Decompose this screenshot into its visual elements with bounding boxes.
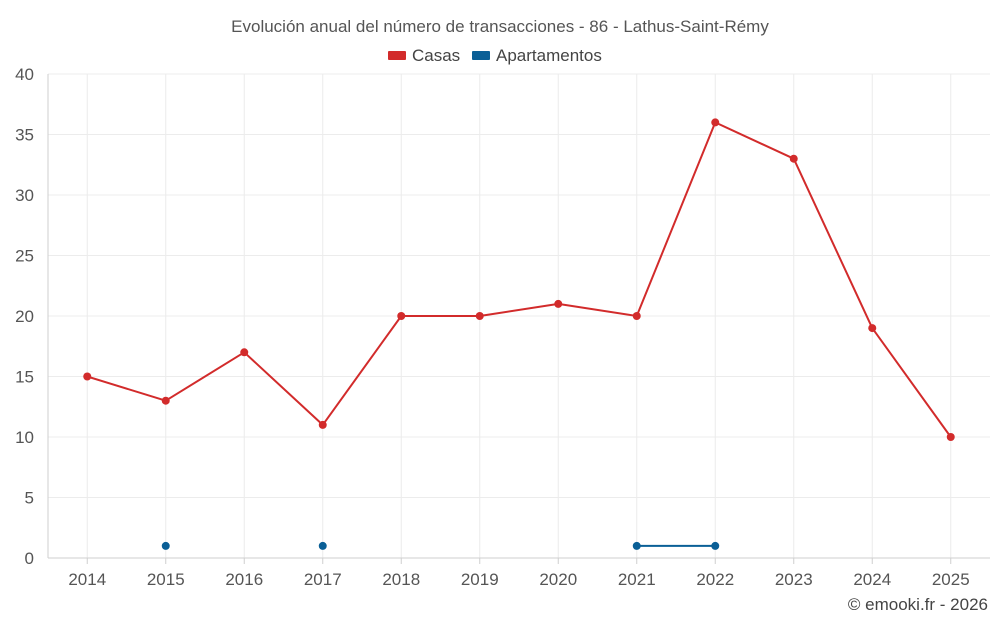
y-tick-label: 20 [15,307,34,326]
y-axis-ticks: 0 5 10 15 20 25 30 35 40 [15,65,34,568]
x-tick-label: 2015 [147,570,185,589]
legend-item-casas[interactable]: Casas [388,46,460,65]
data-point-casas-2022[interactable] [711,118,720,127]
legend-swatch-casas [388,51,406,60]
y-tick-label: 5 [25,489,34,508]
x-tick-label: 2017 [304,570,342,589]
legend-swatch-apartamentos [472,51,490,60]
x-tick-label: 2024 [853,570,891,589]
data-point-casas-2016[interactable] [240,348,249,357]
y-tick-label: 0 [25,549,34,568]
y-tick-label: 30 [15,186,34,205]
axes [47,74,990,564]
x-axis-ticks: 2014 2015 2016 2017 2018 2019 2020 2021 2022 2023… [68,570,969,589]
x-tick-label: 2014 [68,570,106,589]
legend-label-casas: Casas [412,46,460,65]
x-tick-label: 2016 [225,570,263,589]
y-tick-label: 25 [15,247,34,266]
data-point-casas-2020[interactable] [554,299,563,308]
y-tick-label: 40 [15,65,34,84]
credit-text: © emooki.fr - 2026 [848,595,988,614]
series-casas [83,118,955,441]
x-tick-label: 2019 [461,570,499,589]
series-line-casas [86,121,952,438]
series [83,118,955,550]
data-point-casas-2014[interactable] [83,372,92,381]
x-tick-label: 2018 [382,570,420,589]
data-point-casas-2015[interactable] [161,396,170,405]
data-point-casas-2017[interactable] [318,420,327,429]
legend-label-apartamentos: Apartamentos [496,46,602,65]
chart-title: Evolución anual del número de transaccio… [231,17,769,36]
data-point-casas-2021[interactable] [632,312,641,320]
data-point-casas-2023[interactable] [789,154,798,163]
x-tick-label: 2021 [618,570,656,589]
x-tick-label: 2020 [539,570,577,589]
data-point-apartamentos-2017[interactable] [318,541,327,550]
data-point-apartamentos-2021[interactable] [632,541,641,550]
y-tick-label: 35 [15,126,34,145]
data-point-casas-2025[interactable] [946,433,955,441]
series-apartamentos [161,541,720,550]
y-tick-label: 10 [15,428,34,447]
legend[interactable]: Casas Apartamentos [388,46,602,65]
data-point-casas-2019[interactable] [475,312,484,320]
x-tick-label: 2025 [932,570,970,589]
data-point-apartamentos-2015[interactable] [161,541,170,550]
data-point-casas-2018[interactable] [397,312,406,320]
y-tick-label: 15 [15,368,34,387]
data-point-apartamentos-2022[interactable] [711,541,720,550]
x-tick-label: 2023 [775,570,813,589]
legend-item-apartamentos[interactable]: Apartamentos [472,46,602,65]
data-point-casas-2024[interactable] [868,324,877,333]
gridlines [48,73,990,558]
x-tick-label: 2022 [696,570,734,589]
